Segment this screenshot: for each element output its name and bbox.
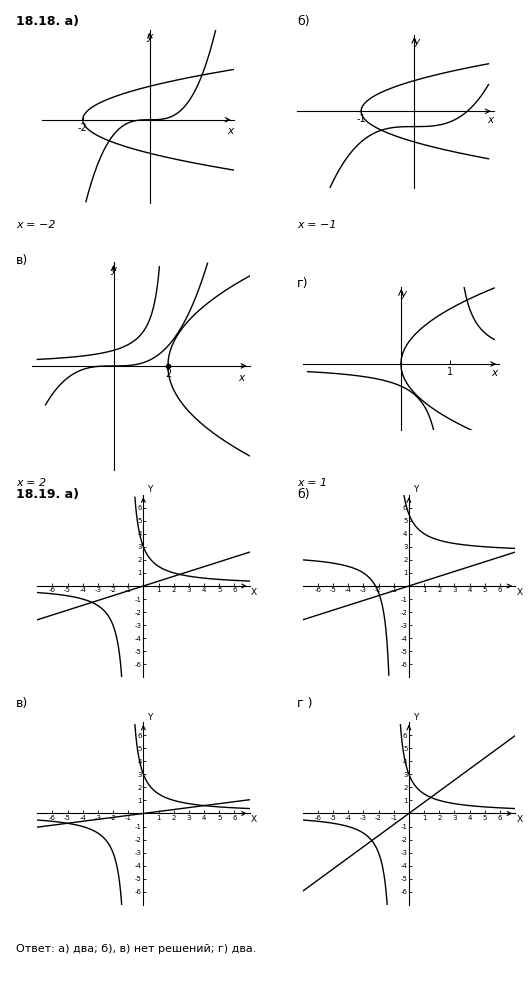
Text: в): в) xyxy=(16,697,28,710)
Text: 18.19. а): 18.19. а) xyxy=(16,488,79,500)
Text: X: X xyxy=(517,816,523,825)
Text: Y: Y xyxy=(413,486,418,494)
Text: X: X xyxy=(517,588,523,597)
Text: в): в) xyxy=(16,254,28,267)
Text: y: y xyxy=(147,33,152,43)
Text: X: X xyxy=(251,816,257,825)
Text: x = −1: x = −1 xyxy=(297,220,337,229)
Text: y: y xyxy=(413,37,419,46)
Text: Y: Y xyxy=(147,713,152,722)
Text: г): г) xyxy=(297,277,309,290)
Text: y: y xyxy=(400,289,406,299)
Text: y: y xyxy=(110,265,117,275)
Text: Y: Y xyxy=(147,486,152,494)
Text: x = 2: x = 2 xyxy=(16,478,46,488)
Text: 18.18. а): 18.18. а) xyxy=(16,15,79,28)
Text: б): б) xyxy=(297,488,310,500)
Text: x: x xyxy=(227,126,233,135)
Text: Ответ: а) два; б), в) нет решений; г) два.: Ответ: а) два; б), в) нет решений; г) дв… xyxy=(16,944,256,953)
Text: x: x xyxy=(491,368,498,379)
Text: б): б) xyxy=(297,15,310,28)
Text: г ): г ) xyxy=(297,697,313,710)
Text: X: X xyxy=(251,588,257,597)
Text: x: x xyxy=(238,374,245,384)
Text: x: x xyxy=(487,116,494,126)
Text: Y: Y xyxy=(413,713,418,722)
Text: x = 1: x = 1 xyxy=(297,478,328,488)
Text: x = −2: x = −2 xyxy=(16,220,55,229)
